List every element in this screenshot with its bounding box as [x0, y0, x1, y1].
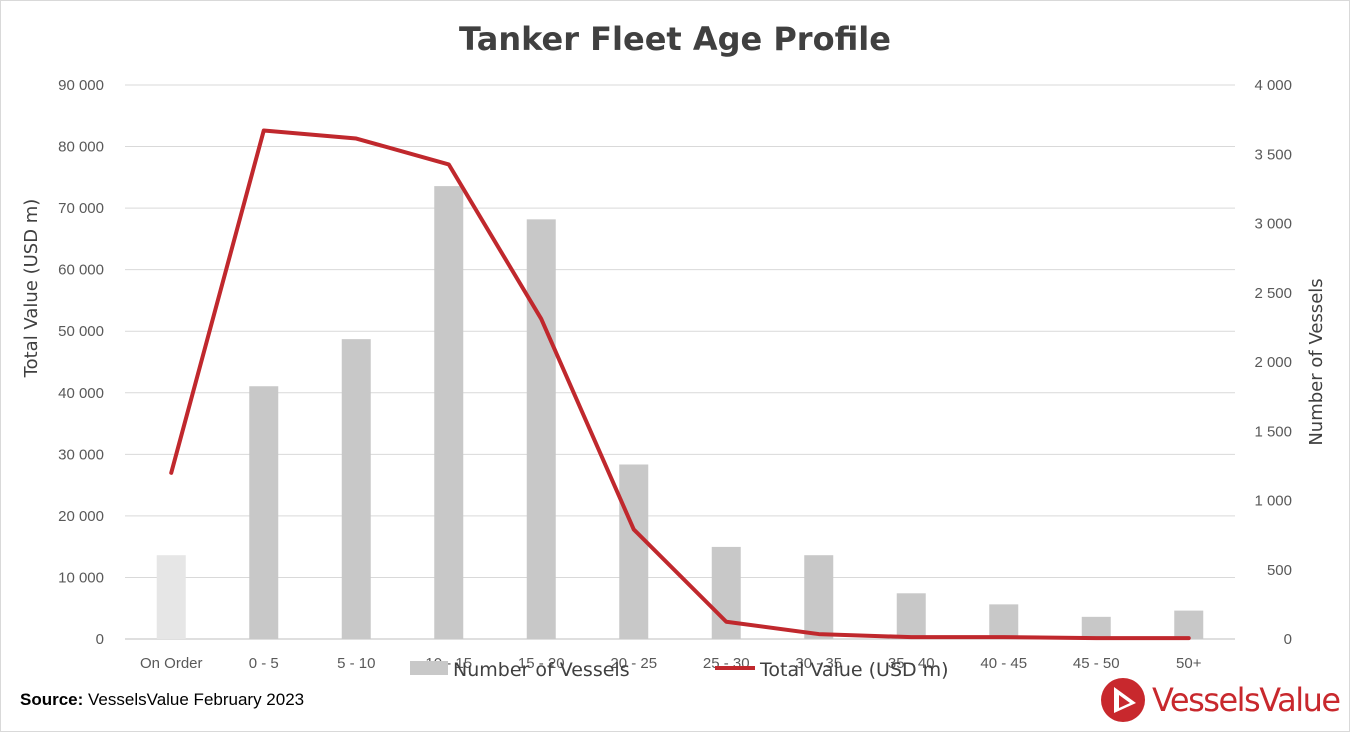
bar-40-45 — [989, 604, 1019, 639]
right-tick-label: 2 500 — [1254, 285, 1292, 302]
source-label: Source: — [20, 690, 84, 709]
left-tick-label: 50 000 — [58, 323, 104, 340]
left-tick-label: 0 — [96, 631, 104, 648]
category-label: 20 - 25 — [610, 655, 657, 672]
category-label: 45 - 50 — [1073, 655, 1120, 672]
legend: Number of Vessels Total Value (USD m) — [410, 659, 949, 681]
left-tick-label: 90 000 — [58, 77, 104, 94]
bar-5-10 — [341, 339, 371, 639]
right-tick-label: 3 000 — [1254, 216, 1292, 233]
bar-50+ — [1174, 610, 1204, 639]
bar-0-5 — [249, 386, 279, 639]
vesselsvalue-logo: VesselsValue — [1100, 676, 1341, 724]
right-tick-label: 1 500 — [1254, 423, 1292, 440]
bar-45-50 — [1081, 616, 1111, 639]
gridlines — [125, 84, 1235, 640]
right-tick-label: 2 000 — [1254, 354, 1292, 371]
legend-swatch-vessels — [410, 661, 448, 675]
right-tick-label: 3 500 — [1254, 146, 1292, 163]
source-text: VesselsValue February 2023 — [88, 690, 305, 709]
legend-label-vessels: Number of Vessels — [453, 659, 630, 681]
right-axis-ticks: 0 500 1 000 1 500 2 000 2 500 3 000 3 500 4 000 — [1254, 77, 1292, 648]
right-tick-label: 1 000 — [1254, 493, 1292, 510]
total-value-line — [169, 128, 1191, 641]
category-label: 15 - 20 — [518, 655, 565, 672]
left-tick-label: 20 000 — [58, 508, 104, 525]
category-label: 30 - 35 — [795, 655, 842, 672]
left-tick-label: 30 000 — [58, 446, 104, 463]
category-label: On Order — [140, 655, 203, 672]
source-note: Source: VesselsValue February 2023 — [20, 690, 304, 710]
right-axis-title: Number of Vessels — [1306, 278, 1327, 445]
logo-mark-icon — [1101, 678, 1145, 722]
left-tick-label: 60 000 — [58, 262, 104, 279]
bar-30-35 — [804, 555, 834, 639]
right-tick-label: 500 — [1267, 562, 1292, 579]
total-value-polyline — [169, 128, 1191, 641]
category-label: 40 - 45 — [980, 655, 1027, 672]
vessel-count-bars — [156, 186, 1204, 640]
bar-25-30 — [711, 546, 741, 639]
bar-OnOrder — [156, 555, 186, 639]
left-tick-label: 10 000 — [58, 569, 104, 586]
left-axis-title: Total Value (USD m) — [21, 199, 42, 379]
bar-10-15 — [434, 186, 464, 640]
right-tick-label: 4 000 — [1254, 77, 1292, 94]
left-tick-label: 70 000 — [58, 200, 104, 217]
bar-35-40 — [896, 593, 926, 639]
category-label: 5 - 10 — [337, 655, 375, 672]
bar-20-25 — [619, 464, 649, 639]
category-label: 0 - 5 — [249, 655, 279, 672]
right-tick-label: 0 — [1284, 631, 1292, 648]
left-tick-label: 40 000 — [58, 385, 104, 402]
chart-title: Tanker Fleet Age Profile — [459, 20, 891, 58]
category-label: 50+ — [1176, 655, 1202, 672]
bar-15-20 — [526, 219, 556, 639]
logo-text: VesselsValue — [1152, 681, 1341, 719]
category-label: 35 - 40 — [888, 655, 935, 672]
left-tick-label: 80 000 — [58, 139, 104, 156]
legend-label-value: Total Value (USD m) — [759, 659, 949, 681]
left-axis-ticks: 0 10 000 20 000 30 000 40 000 50 000 60 000 70 … — [58, 77, 104, 648]
